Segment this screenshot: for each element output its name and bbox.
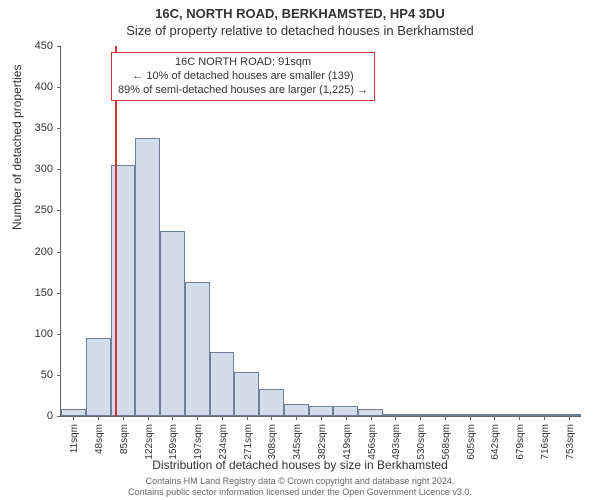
histogram-bar [210,352,235,416]
xtick-label: 11sqm [69,424,80,453]
xtick-mark [98,416,99,420]
annotation-box: 16C NORTH ROAD: 91sqm ← 10% of detached … [111,52,375,101]
xtick-label: 48sqm [94,424,105,454]
xtick-mark [445,416,446,420]
xtick-label: 234sqm [218,424,229,460]
x-axis-label: Distribution of detached houses by size … [0,458,600,472]
ytick-label: 450 [23,40,53,52]
ytick-label: 50 [23,369,53,381]
xtick-mark [73,416,74,420]
annotation-line2: ← 10% of detached houses are smaller (13… [118,70,368,84]
xtick-mark [197,416,198,420]
xtick-label: 456sqm [367,424,378,460]
ytick-label: 200 [23,246,53,258]
histogram-bar [111,165,136,416]
histogram-bar [234,372,259,416]
xtick-label: 159sqm [168,424,179,460]
xtick-mark [544,416,545,420]
xtick-label: 271sqm [243,424,254,460]
xtick-label: 716sqm [540,424,551,460]
footer-line1: Contains HM Land Registry data © Crown c… [0,476,600,487]
histogram-bar [309,406,334,416]
xtick-label: 419sqm [342,424,353,460]
xtick-mark [395,416,396,420]
xtick-label: 345sqm [292,424,303,460]
ytick-mark [57,334,61,335]
histogram-bar [185,282,210,416]
title-block: 16C, NORTH ROAD, BERKHAMSTED, HP4 3DU Si… [0,0,600,38]
xtick-mark [346,416,347,420]
ytick-mark [57,416,61,417]
histogram-bar [135,138,160,416]
ytick-label: 400 [23,81,53,93]
plot-area: 05010015020025030035040045011sqm48sqm85s… [60,46,581,417]
ytick-mark [57,293,61,294]
xtick-label: 382sqm [317,424,328,460]
xtick-mark [148,416,149,420]
reference-line [115,46,117,416]
ytick-mark [57,375,61,376]
xtick-label: 605sqm [466,424,477,460]
ytick-mark [57,87,61,88]
annotation-line1: 16C NORTH ROAD: 91sqm [118,56,368,70]
xtick-mark [172,416,173,420]
chart-container: 16C, NORTH ROAD, BERKHAMSTED, HP4 3DU Si… [0,0,600,500]
histogram-bar [86,338,111,416]
ytick-mark [57,252,61,253]
xtick-label: 197sqm [193,424,204,460]
xtick-mark [494,416,495,420]
xtick-mark [420,416,421,420]
ytick-label: 0 [23,410,53,422]
ytick-mark [57,128,61,129]
ytick-mark [57,169,61,170]
xtick-mark [519,416,520,420]
footer: Contains HM Land Registry data © Crown c… [0,476,600,498]
xtick-mark [271,416,272,420]
xtick-mark [569,416,570,420]
y-axis-label: Number of detached properties [10,65,24,230]
xtick-label: 122sqm [144,424,155,460]
annotation-line3: 89% of semi-detached houses are larger (… [118,84,368,98]
title-subtitle: Size of property relative to detached ho… [0,23,600,38]
title-address: 16C, NORTH ROAD, BERKHAMSTED, HP4 3DU [0,6,600,21]
xtick-mark [321,416,322,420]
xtick-mark [371,416,372,420]
histogram-bar [284,404,309,416]
ytick-label: 150 [23,287,53,299]
ytick-label: 250 [23,204,53,216]
ytick-mark [57,46,61,47]
footer-line2: Contains public sector information licen… [0,487,600,498]
xtick-label: 493sqm [391,424,402,460]
xtick-label: 530sqm [416,424,427,460]
ytick-mark [57,210,61,211]
histogram-bar [259,389,284,416]
xtick-mark [296,416,297,420]
xtick-label: 85sqm [119,424,130,454]
xtick-mark [123,416,124,420]
xtick-mark [470,416,471,420]
xtick-label: 679sqm [515,424,526,460]
ytick-label: 100 [23,328,53,340]
xtick-label: 568sqm [441,424,452,460]
xtick-label: 642sqm [490,424,501,460]
xtick-label: 308sqm [267,424,278,460]
ytick-label: 350 [23,122,53,134]
histogram-bar [333,406,358,416]
ytick-label: 300 [23,163,53,175]
xtick-label: 753sqm [565,424,576,460]
histogram-bar [160,231,185,416]
xtick-mark [247,416,248,420]
xtick-mark [222,416,223,420]
